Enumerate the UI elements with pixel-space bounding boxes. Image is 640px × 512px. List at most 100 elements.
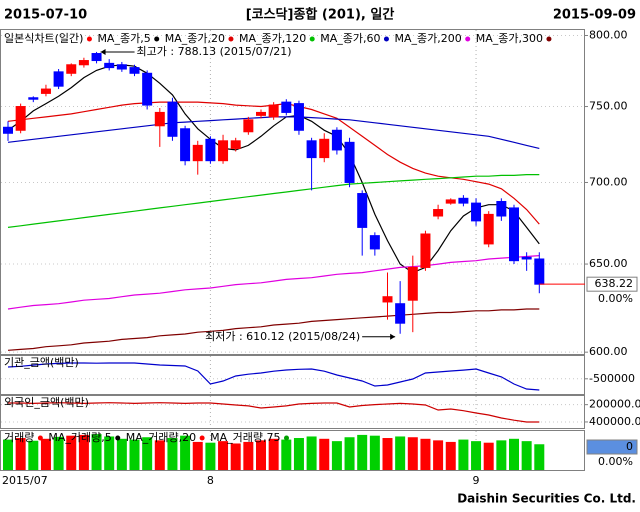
- candle-body: [268, 104, 279, 118]
- candle-body: [40, 88, 51, 94]
- arrow-head: [100, 48, 106, 55]
- legend-label: MA_종가,120: [239, 32, 306, 45]
- volume-bar: [243, 441, 254, 470]
- legend-label: MA_종가,300: [476, 32, 543, 45]
- volume-bar: [40, 438, 51, 470]
- legend-dot: [86, 36, 92, 42]
- ma-line: [7, 308, 540, 351]
- candle-body: [306, 140, 317, 159]
- volume-bar: [256, 440, 266, 470]
- legend-dot: [115, 435, 121, 441]
- volume-bar: [53, 436, 64, 470]
- volume-bar: [66, 435, 77, 470]
- candle-body: [28, 97, 39, 100]
- volume-bar: [154, 440, 165, 470]
- volume-bar: [192, 441, 203, 470]
- last-value-box: [586, 439, 638, 455]
- candle-body: [104, 62, 115, 69]
- volume-bar: [357, 434, 368, 470]
- volume-bar: [306, 436, 317, 470]
- y-tick-label: 600.00: [589, 345, 628, 358]
- legend-label: 일본식차트(일간): [4, 31, 83, 45]
- candle-body: [91, 53, 102, 62]
- volume-bar: [509, 438, 519, 470]
- ma-line: [7, 64, 540, 274]
- panel-2: [0, 355, 585, 395]
- footer: Daishin Securities Co. Ltd.: [457, 492, 636, 506]
- annotation: 최고가 : 788.13 (2015/07/21): [137, 45, 292, 58]
- volume-bar: [218, 441, 229, 470]
- volume-bar: [534, 444, 545, 470]
- volume-bar: [129, 439, 140, 470]
- candle-body: [369, 235, 380, 250]
- ma-line: [7, 174, 540, 228]
- candle-body: [15, 106, 26, 131]
- volume-bar: [28, 440, 39, 470]
- candle-body: [496, 201, 507, 217]
- legend-label: MA_거래량,5: [48, 431, 111, 444]
- candle-body: [344, 141, 355, 183]
- legend-dot: [37, 435, 43, 441]
- main-panel: [0, 29, 585, 355]
- volume-bar: [433, 440, 444, 470]
- volume-bar: [369, 435, 380, 470]
- y-tick-label: 400000.00: [589, 415, 640, 428]
- candle-body: [534, 258, 545, 285]
- panel-3: [0, 395, 585, 429]
- legend-label: 거래량: [4, 431, 34, 444]
- volume-bar: [344, 437, 355, 470]
- volume-bar: [205, 442, 216, 470]
- volume-bar: [293, 438, 304, 470]
- volume-bar: [180, 435, 191, 470]
- candle-body: [420, 233, 431, 268]
- last-change: 0.00%: [598, 455, 633, 468]
- candle-body: [66, 64, 77, 74]
- candle-body: [167, 101, 178, 137]
- volume-bar: [15, 438, 26, 470]
- volume-bar: [142, 437, 153, 470]
- volume-bar: [407, 437, 418, 470]
- candle-body: [483, 213, 494, 245]
- candle-body: [357, 193, 368, 228]
- legend-dot: [546, 36, 552, 42]
- y-tick-label: 700.00: [589, 175, 628, 188]
- candle-body: [382, 296, 393, 303]
- end-date: 2015-09-09: [553, 8, 636, 23]
- candle-body: [243, 119, 254, 133]
- x-tick-label: 9: [473, 474, 480, 487]
- candle-body: [154, 111, 165, 127]
- candle-body: [331, 129, 342, 151]
- legend-label: MA_거래량,20: [126, 431, 196, 444]
- legend-label: MA_종가,60: [320, 32, 380, 45]
- chart-title: [코스닥]종합 (201), 일간: [246, 7, 395, 23]
- volume-bar: [458, 439, 469, 470]
- x-tick-label: 8: [207, 474, 214, 487]
- volume-bar: [78, 434, 89, 470]
- legend-dot: [284, 435, 289, 441]
- legend-dot: [228, 36, 234, 42]
- volume-bar: [331, 441, 342, 470]
- legend-dot: [309, 36, 315, 42]
- candle-body: [509, 207, 519, 262]
- candle-body: [116, 64, 127, 70]
- last-value-box: [586, 276, 638, 292]
- panel-frames: [0, 29, 585, 471]
- last-change: 0.00%: [598, 292, 633, 305]
- candle-body: [293, 103, 304, 131]
- legend-dot: [465, 36, 471, 42]
- volume-bar: [319, 438, 330, 470]
- candle-body: [471, 202, 482, 222]
- last-value: 638.22: [595, 277, 634, 290]
- volume-bar: [496, 440, 507, 470]
- volume-bar: [230, 443, 241, 470]
- ma-line: [7, 255, 540, 310]
- volume-bar: [483, 442, 494, 470]
- candle-body: [3, 126, 13, 134]
- data-line: [7, 362, 540, 391]
- legend-label: MA_종가,20: [165, 32, 225, 45]
- legend-label: MA_종가,200: [394, 32, 461, 45]
- volume-bar: [471, 441, 482, 470]
- candle-body: [129, 67, 140, 74]
- candle-body: [53, 71, 64, 87]
